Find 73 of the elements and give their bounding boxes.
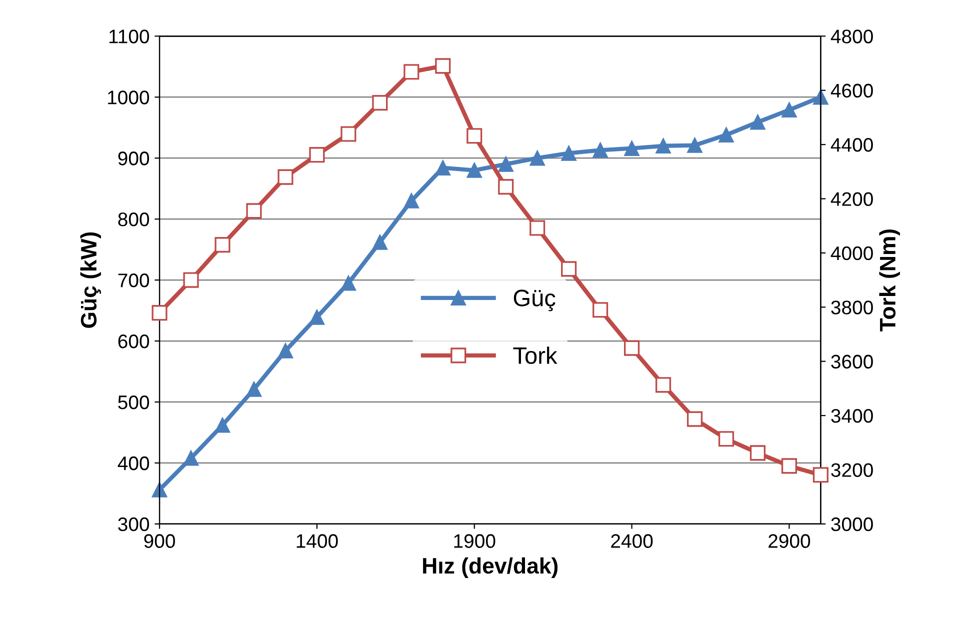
x-tick-label: 1400	[296, 534, 338, 548]
point	[404, 64, 420, 80]
y2-tick-label: 4000	[830, 246, 873, 260]
point	[592, 302, 608, 318]
legend-label: Güç	[514, 290, 556, 312]
point	[214, 418, 230, 433]
y-tick-label: 1100	[109, 30, 150, 44]
point	[624, 340, 640, 356]
point	[435, 160, 451, 176]
point	[687, 138, 702, 153]
point	[656, 138, 671, 154]
point	[718, 127, 734, 143]
point	[183, 450, 199, 466]
point	[466, 128, 482, 144]
point	[340, 126, 356, 142]
point	[152, 482, 168, 498]
y-tick-label: 900	[118, 152, 150, 166]
point	[466, 162, 482, 178]
y-tick-label: 400	[118, 456, 150, 470]
point	[498, 156, 514, 172]
y2-tick-label: 3200	[831, 463, 873, 477]
point	[309, 310, 325, 325]
point	[498, 179, 514, 195]
point	[686, 411, 703, 427]
point	[813, 89, 828, 105]
y2-tick-label: 4400	[830, 138, 873, 152]
y-tick-label: 1000	[108, 90, 150, 104]
x-tick-label: 900	[144, 534, 175, 548]
x-tick-label: 2900	[768, 534, 810, 548]
point	[278, 169, 294, 185]
point	[530, 150, 545, 166]
y-tick-label: 300	[118, 517, 150, 532]
y-tick-label: 800	[118, 212, 150, 226]
y-axis-title: Güç (kW)	[80, 232, 101, 328]
y2-tick-label: 3600	[831, 354, 873, 369]
point	[624, 140, 640, 156]
y2-tick-label: 3800	[831, 300, 873, 314]
point	[246, 382, 262, 397]
x-tick-label: 2400	[611, 534, 653, 548]
point	[750, 114, 766, 130]
point	[152, 305, 168, 321]
point	[372, 234, 388, 250]
legend-label: Tork	[513, 346, 558, 364]
y-tick-label: 600	[118, 334, 150, 348]
point	[718, 431, 734, 447]
point	[561, 261, 577, 277]
point	[246, 203, 262, 219]
y2-tick-label: 4200	[830, 192, 873, 206]
point	[530, 220, 546, 236]
point	[781, 458, 797, 474]
y-tick-label: 500	[118, 395, 150, 410]
point	[340, 275, 356, 291]
point	[812, 467, 828, 483]
y2-tick-label: 4600	[830, 84, 873, 98]
y2-tick-label: 4800	[830, 30, 873, 44]
point	[372, 95, 388, 111]
point	[561, 146, 576, 161]
point	[750, 445, 766, 461]
point	[435, 58, 451, 74]
point	[592, 142, 608, 158]
y2-tick-label: 3000	[831, 517, 873, 532]
x-tick-label: 1900	[454, 534, 496, 548]
y2-axis-title: Tork (Nm)	[879, 229, 900, 332]
x-axis-title: Hız (dev/dak)	[423, 557, 558, 578]
point	[278, 343, 294, 358]
point	[655, 377, 672, 393]
point	[404, 193, 420, 208]
y2-tick-label: 3400	[831, 409, 873, 423]
point	[214, 237, 230, 253]
y-tick-label: 700	[118, 274, 150, 288]
point	[183, 272, 199, 288]
point	[309, 147, 325, 163]
point	[782, 102, 797, 118]
